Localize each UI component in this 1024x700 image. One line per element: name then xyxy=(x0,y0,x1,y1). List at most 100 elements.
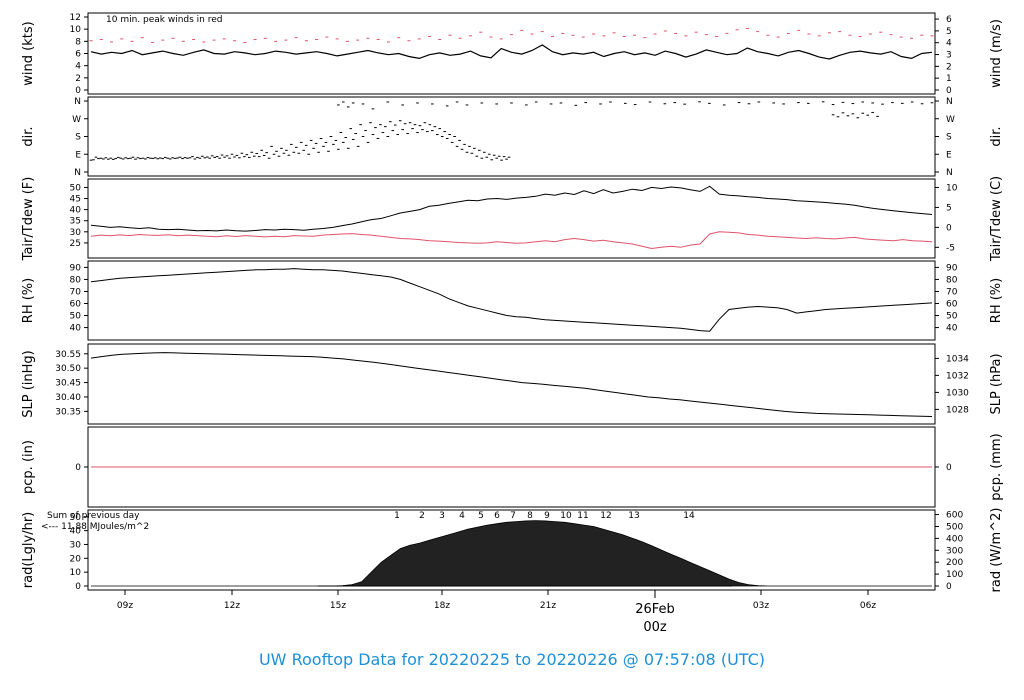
rh-ytick-right-label: 70 xyxy=(946,287,958,297)
rad-ylabel: rad(Lgly/hr) xyxy=(21,512,36,588)
rad-hour-label: 4 xyxy=(459,511,465,521)
temp-ytick-label: 40 xyxy=(70,206,82,216)
temp-plot-frame xyxy=(87,178,936,259)
dir-ytick-label: N xyxy=(74,97,81,107)
pcp-ylabel-right: pcp. (mm) xyxy=(989,433,1004,500)
rad-ytick-label: 10 xyxy=(70,568,82,578)
dir-ytick-label: N xyxy=(74,168,81,178)
rh-ytick-label: 90 xyxy=(70,263,82,273)
temp-ytick-label: 50 xyxy=(70,183,82,193)
rad-annotation-value: <--- 11.88 MJoules/m^2 xyxy=(41,522,149,532)
x-tick-label: 06z xyxy=(860,601,876,611)
x-date-sublabel: 00z xyxy=(643,620,667,635)
wind-ytick-right-label: 4 xyxy=(946,39,952,49)
rh-ytick-label: 60 xyxy=(70,300,82,310)
rad-ytick-right-label: 400 xyxy=(946,534,963,544)
rad-ytick-label: 20 xyxy=(70,554,82,564)
rad-area xyxy=(91,520,932,587)
temp-ytick-label: 35 xyxy=(70,217,81,227)
rad-ytick-right-label: 0 xyxy=(946,582,952,592)
rad-ytick-label: 0 xyxy=(75,582,81,592)
dir-ytick-label: E xyxy=(75,150,81,160)
temp-ylabel-right: Tair/Tdew (C) xyxy=(989,176,1004,262)
rad-ytick-label: 40 xyxy=(70,527,82,537)
x-tick-label: 03z xyxy=(753,601,769,611)
slp-ytick-label: 30.40 xyxy=(55,393,81,403)
temp-ytick-right-label: 10 xyxy=(946,183,958,193)
x-tick-label: 09z xyxy=(117,601,133,611)
slp-ytick-label: 30.35 xyxy=(55,407,81,417)
temp-ytick-right-label: 0 xyxy=(946,223,952,233)
wind-ytick-right-label: 6 xyxy=(946,15,952,25)
wind-ytick-right-label: 5 xyxy=(946,27,952,37)
rad-hour-label: 6 xyxy=(494,511,500,521)
dir-ylabel-right: dir. xyxy=(989,126,1004,146)
rh-ytick-label: 70 xyxy=(70,287,82,297)
rad-hour-label: 11 xyxy=(577,511,588,521)
slp-ylabel-right: SLP (hPa) xyxy=(989,353,1004,414)
x-tick-label: 12z xyxy=(224,601,240,611)
rad-hour-label: 1 xyxy=(394,511,400,521)
rad-ytick-label: 50 xyxy=(70,513,82,523)
slp-ytick-label: 30.50 xyxy=(55,364,81,374)
rh-ytick-label: 80 xyxy=(70,275,82,285)
rad-ytick-right-label: 300 xyxy=(946,546,963,556)
slp-ytick-right-label: 1030 xyxy=(946,388,969,398)
x-date-label: 26Feb xyxy=(635,602,675,617)
temp-ytick-label: 30 xyxy=(70,228,82,238)
pcp-ytick-label: 0 xyxy=(75,463,81,473)
rh-line xyxy=(90,268,933,332)
wind-speed-line xyxy=(90,44,933,60)
rad-ytick-label: 30 xyxy=(70,540,82,550)
wind-ytick-label: 0 xyxy=(75,86,81,96)
wind-ytick-label: 8 xyxy=(75,37,81,47)
rad-hour-label: 7 xyxy=(510,511,516,521)
rh-plot-frame xyxy=(87,260,936,341)
slp-ytick-right-label: 1034 xyxy=(946,354,969,364)
rad-hour-label: 5 xyxy=(478,511,484,521)
wind-ytick-right-label: 1 xyxy=(946,74,952,84)
rad-annotation-sum: Sum of previous day xyxy=(47,511,140,521)
slp-plot-frame xyxy=(87,343,936,425)
rh-ylabel-right: RH (%) xyxy=(989,278,1004,323)
rad-ytick-right-label: 500 xyxy=(946,522,963,532)
temp-ytick-label: 45 xyxy=(70,195,81,205)
pcp-ylabel: pcp. (in) xyxy=(21,440,36,494)
rad-hour-label: 12 xyxy=(600,511,611,521)
wind-ytick-label: 10 xyxy=(70,25,82,35)
slp-ytick-right-label: 1028 xyxy=(946,405,969,415)
dir-ytick-right-label: W xyxy=(946,115,955,125)
rh-ytick-label: 50 xyxy=(70,312,82,322)
x-tick-label: 21z xyxy=(540,601,556,611)
rh-ytick-right-label: 90 xyxy=(946,263,958,273)
rh-ytick-right-label: 80 xyxy=(946,275,958,285)
rh-ytick-right-label: 50 xyxy=(946,312,958,322)
slp-ytick-label: 30.45 xyxy=(55,379,81,389)
rad-hour-label: 2 xyxy=(419,511,425,521)
rad-ytick-right-label: 200 xyxy=(946,558,963,568)
dir-ytick-right-label: S xyxy=(946,133,952,143)
temp-ytick-label: 25 xyxy=(70,239,81,249)
wind-ytick-label: 2 xyxy=(75,74,81,84)
wind-ytick-label: 6 xyxy=(75,50,81,60)
wind-ylabel-right: wind (m/s) xyxy=(989,19,1004,88)
wind-ylabel: wind (kts) xyxy=(21,21,36,85)
rh-ytick-right-label: 40 xyxy=(946,324,958,334)
dir-ytick-label: W xyxy=(72,115,81,125)
rad-hour-label: 3 xyxy=(439,511,445,521)
rad-ylabel-right: rad (W/m^2) xyxy=(989,508,1004,593)
rad-hour-label: 13 xyxy=(628,511,639,521)
temp-ylabel: Tair/Tdew (F) xyxy=(21,177,36,262)
rh-ytick-label: 40 xyxy=(70,324,82,334)
wind-ytick-label: 12 xyxy=(70,13,81,23)
dir-ytick-right-label: N xyxy=(946,168,953,178)
rh-ylabel: RH (%) xyxy=(21,278,36,323)
dir-plot-frame xyxy=(87,96,936,177)
dir-ytick-right-label: N xyxy=(946,97,953,107)
dir-ylabel: dir. xyxy=(21,126,36,146)
footer-title: UW Rooftop Data for 20220225 to 20220226… xyxy=(259,650,765,669)
temp-ytick-right-label: -5 xyxy=(946,243,955,253)
wind-ytick-right-label: 3 xyxy=(946,51,952,61)
